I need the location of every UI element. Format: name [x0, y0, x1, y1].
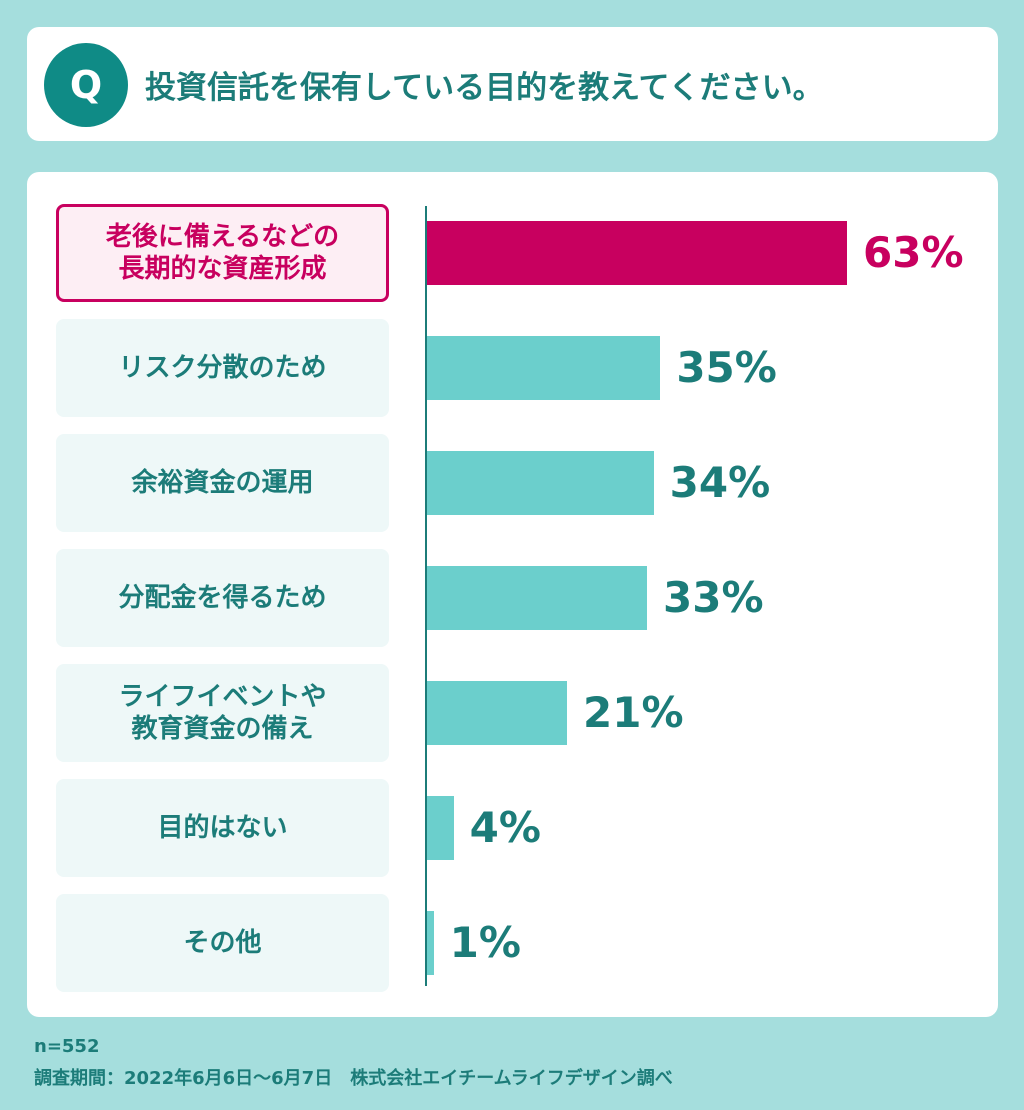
chart-axis-line [425, 206, 427, 986]
value-label: 4% [469, 803, 541, 852]
category-label: リスク分散のため [56, 319, 389, 417]
value-label: 34% [669, 458, 771, 507]
bar [427, 681, 567, 745]
sample-size: n=552 [34, 1036, 100, 1057]
bar [427, 221, 847, 285]
survey-source: 調査期間：2022年6月6日〜6月7日 株式会社エイチームライフデザイン調べ [34, 1068, 673, 1089]
question-text: 投資信託を保有している目的を教えてください。 [145, 70, 824, 106]
category-label: その他 [56, 894, 389, 992]
question-card [27, 27, 998, 141]
bar [427, 336, 661, 400]
bar [427, 566, 647, 630]
category-label: 余裕資金の運用 [56, 434, 389, 532]
bar [427, 911, 434, 975]
category-label: ライフイベントや 教育資金の備え [56, 664, 389, 762]
value-label: 35% [676, 343, 777, 392]
value-label: 21% [583, 688, 684, 737]
bar [427, 451, 654, 515]
category-label: 目的はない [56, 779, 389, 877]
value-label: 33% [663, 573, 764, 622]
category-label: 老後に備えるなどの 長期的な資産形成 [56, 204, 389, 302]
value-label: 1% [449, 918, 521, 967]
category-label: 分配金を得るため [56, 549, 389, 647]
bar [427, 796, 454, 860]
question-badge: Q [44, 43, 128, 127]
value-label: 63% [863, 228, 964, 277]
